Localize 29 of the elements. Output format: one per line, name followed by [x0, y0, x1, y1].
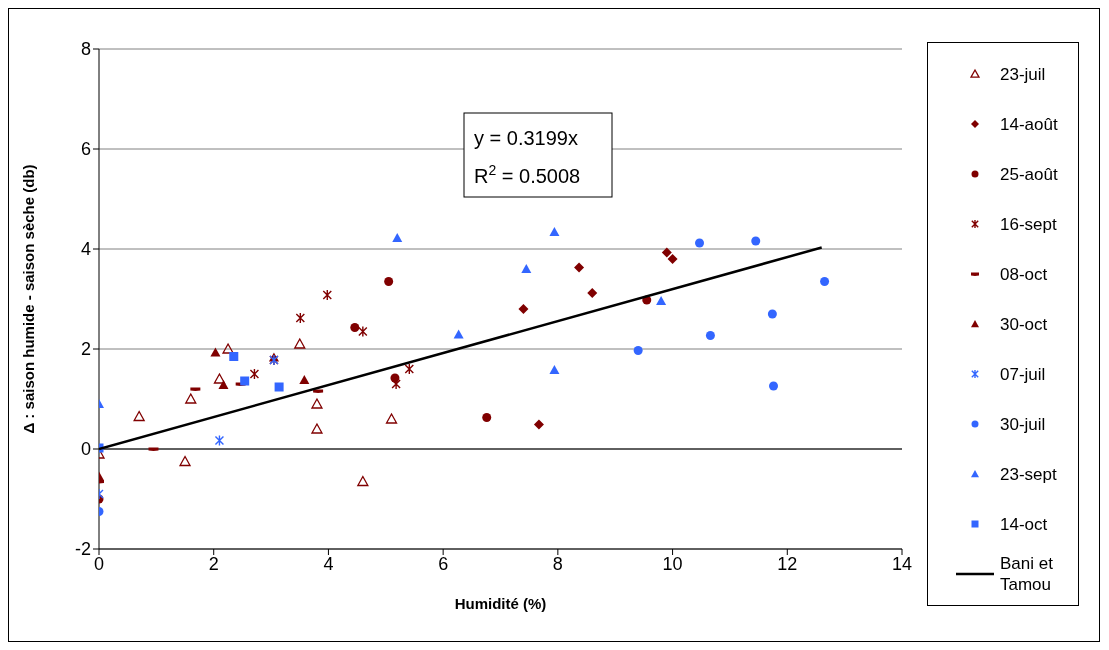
- y-tick-label: -2: [74, 539, 91, 560]
- legend-label: 23-sept: [1000, 463, 1058, 485]
- y-tick-label: 8: [80, 39, 91, 60]
- legend-label: 16-sept: [1000, 213, 1058, 235]
- x-axis-title: Humidité (%): [454, 595, 547, 612]
- legend-label: 14-oct: [1000, 513, 1049, 535]
- x-tick-label: 6: [438, 553, 449, 574]
- y-tick-label: 0: [80, 439, 91, 460]
- annotation: y = 0.3199x: [474, 127, 578, 149]
- x-tick-label: 0: [93, 553, 105, 574]
- x-tick-label: 12: [777, 553, 798, 574]
- legend-label: 30-oct: [1000, 313, 1049, 335]
- x-tick-label: 2: [208, 553, 219, 574]
- y-axis-title: Δ : saison humide - saison sèche (db): [20, 164, 38, 434]
- legend-label: 08-oct: [1000, 263, 1049, 285]
- x-tick-label: 10: [662, 553, 683, 574]
- legend-label: 14-août: [1000, 113, 1059, 135]
- y-tick-label: 2: [80, 339, 91, 360]
- legend-label: 07-juil: [1000, 363, 1047, 385]
- y-tick-label: 4: [80, 239, 91, 260]
- legend-label: 23-juil: [1000, 63, 1047, 85]
- legend-label: Bani et Tamou: [1000, 553, 1054, 595]
- x-tick-label: 4: [323, 553, 334, 574]
- y-tick-label: 6: [80, 139, 91, 160]
- x-tick-label: 14: [891, 553, 913, 574]
- legend-label: 25-août: [1000, 163, 1059, 185]
- x-tick-label: 8: [552, 553, 563, 574]
- annotation: R$^{2}$ = 0.5008: [474, 162, 581, 187]
- legend-label: 30-juil: [1000, 413, 1047, 435]
